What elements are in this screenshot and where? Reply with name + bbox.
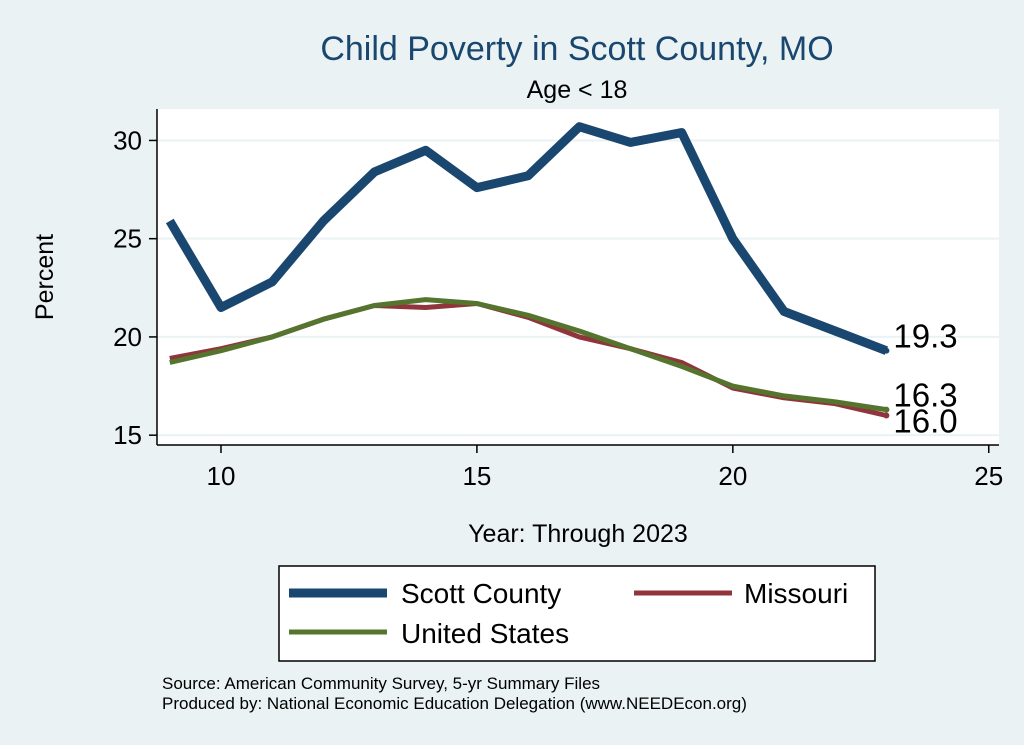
y-tick-label: 15 xyxy=(113,420,142,450)
end-point-scott-county xyxy=(883,347,890,354)
plot-area xyxy=(157,109,999,445)
chart-subtitle: Age < 18 xyxy=(527,76,628,104)
legend-label-missouri: Missouri xyxy=(744,578,848,609)
end-labels: 19.3 16.016.3 xyxy=(883,318,958,440)
y-tick-label: 30 xyxy=(113,125,142,155)
source-note: Source: American Community Survey, 5-yr … xyxy=(162,674,600,693)
end-label-missouri: 16.0 xyxy=(893,403,957,440)
end-point-united-states xyxy=(883,406,890,413)
chart-title: Child Poverty in Scott County, MO xyxy=(320,30,833,68)
y-tick-label: 20 xyxy=(113,322,142,352)
legend-label-scott-county: Scott County xyxy=(401,578,561,609)
end-label-scott-county: 19.3 xyxy=(893,318,957,355)
y-axis-title: Percent xyxy=(31,234,59,320)
x-tick-label: 20 xyxy=(718,461,747,491)
x-axis-title: Year: Through 2023 xyxy=(468,520,688,548)
series-lines xyxy=(165,122,889,418)
x-tick-label: 15 xyxy=(462,461,491,491)
legend-box xyxy=(278,565,876,662)
y-tick-label: 25 xyxy=(113,224,142,254)
axes: 15 20 25 30 10 15 20 25 xyxy=(113,109,1003,491)
end-point-missouri xyxy=(883,412,890,419)
series-line-united-states xyxy=(169,297,887,413)
x-tick-label: 25 xyxy=(974,461,1003,491)
end-label-united-states: 16.3 xyxy=(893,377,957,414)
x-tick-label: 10 xyxy=(207,461,236,491)
series-line-scott-county xyxy=(165,122,889,355)
legend: Scott County Missouri United States xyxy=(278,565,876,662)
produced-by-note: Produced by: National Economic Education… xyxy=(162,694,747,713)
legend-label-united-states: United States xyxy=(401,618,569,649)
